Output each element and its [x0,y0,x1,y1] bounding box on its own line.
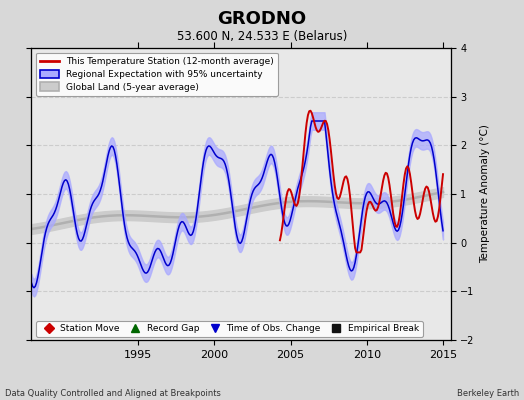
Y-axis label: Temperature Anomaly (°C): Temperature Anomaly (°C) [481,124,490,264]
Text: Data Quality Controlled and Aligned at Breakpoints: Data Quality Controlled and Aligned at B… [5,389,221,398]
Legend: Station Move, Record Gap, Time of Obs. Change, Empirical Break: Station Move, Record Gap, Time of Obs. C… [36,321,423,337]
Text: 53.600 N, 24.533 E (Belarus): 53.600 N, 24.533 E (Belarus) [177,30,347,43]
Text: GRODNO: GRODNO [217,10,307,28]
Text: Berkeley Earth: Berkeley Earth [456,389,519,398]
